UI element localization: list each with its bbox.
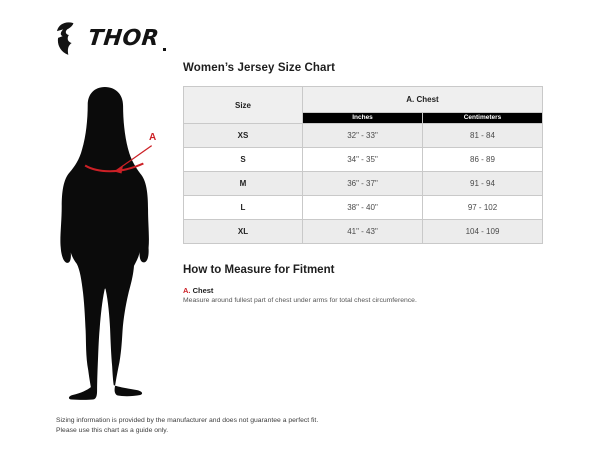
table-row-xl: XL 41" - 43" 104 - 109 bbox=[183, 219, 543, 244]
logo-wordmark: THOR bbox=[86, 26, 161, 51]
column-header-inches: Inches bbox=[302, 112, 423, 124]
size-chart-table: Size A. Chest Inches Centimeters XS 32" … bbox=[183, 86, 543, 244]
thor-helmet-icon bbox=[55, 22, 85, 56]
logo-trademark-dot bbox=[163, 48, 167, 51]
column-header-size: Size bbox=[183, 86, 303, 124]
centimeters-value: 81 - 84 bbox=[422, 123, 543, 148]
chest-annotation-label: A bbox=[149, 132, 157, 143]
inches-value: 32" - 33" bbox=[302, 123, 423, 148]
table-row-m: M 36" - 37" 91 - 94 bbox=[183, 171, 543, 196]
size-label: L bbox=[183, 195, 303, 220]
measurement-figure bbox=[56, 86, 160, 404]
centimeters-value: 91 - 94 bbox=[422, 171, 543, 196]
measure-item-name: A. Chest bbox=[183, 286, 543, 295]
size-label: S bbox=[183, 147, 303, 172]
disclaimer-line-2: Please use this chart as a guide only. bbox=[56, 426, 169, 434]
measure-item-letter: A. bbox=[183, 286, 191, 295]
column-header-centimeters: Centimeters bbox=[422, 112, 543, 124]
size-label: XS bbox=[183, 123, 303, 148]
how-to-measure-title: How to Measure for Fitment bbox=[183, 264, 335, 276]
inches-value: 41" - 43" bbox=[302, 219, 423, 244]
thor-logo: THOR bbox=[55, 22, 167, 56]
centimeters-value: 104 - 109 bbox=[422, 219, 543, 244]
female-silhouette bbox=[60, 86, 149, 400]
table-row-l: L 38" - 40" 97 - 102 bbox=[183, 195, 543, 220]
disclaimer: Sizing information is provided by the ma… bbox=[56, 416, 318, 435]
measure-item-description: Measure around fullest part of chest und… bbox=[183, 297, 417, 304]
chest-measurement-line bbox=[84, 162, 144, 173]
centimeters-value: 97 - 102 bbox=[422, 195, 543, 220]
measure-item-chest: A. Chest Measure around fullest part of … bbox=[183, 286, 543, 305]
disclaimer-line-1: Sizing information is provided by the ma… bbox=[56, 417, 319, 424]
table-header-row: Size A. Chest bbox=[183, 86, 543, 124]
measure-item-label: Chest bbox=[192, 286, 214, 295]
main-content: Women’s Jersey Size Chart Size A. Chest … bbox=[183, 62, 543, 305]
column-header-chest: A. Chest bbox=[302, 86, 543, 113]
table-row-s: S 34" - 35" 86 - 89 bbox=[183, 147, 543, 172]
table-row-xs: XS 32" - 33" 81 - 84 bbox=[183, 123, 543, 148]
inches-value: 38" - 40" bbox=[302, 195, 423, 220]
centimeters-value: 86 - 89 bbox=[422, 147, 543, 172]
inches-value: 34" - 35" bbox=[302, 147, 423, 172]
page-title: Women’s Jersey Size Chart bbox=[183, 62, 336, 74]
annotation-arrowhead bbox=[114, 165, 124, 174]
how-to-measure-section: How to Measure for Fitment A. Chest Meas… bbox=[183, 264, 543, 305]
size-label: M bbox=[183, 171, 303, 196]
inches-value: 36" - 37" bbox=[302, 171, 423, 196]
size-label: XL bbox=[183, 219, 303, 244]
